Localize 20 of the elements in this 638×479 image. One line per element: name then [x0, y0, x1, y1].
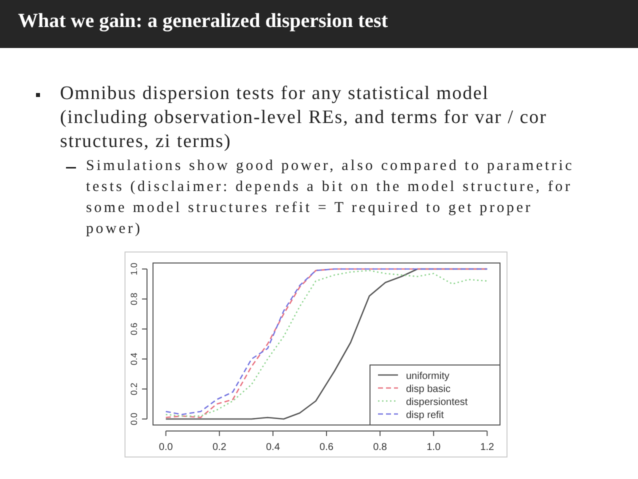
y-tick-label: 0.0 — [129, 412, 139, 426]
chart-title: What we gain: a generalized dispersion test — [18, 10, 388, 33]
x-tick-label: 1.0 — [426, 442, 441, 453]
x-tick-label: 0.6 — [320, 442, 334, 453]
x-tick-label: 0.4 — [266, 442, 280, 453]
x-tick-label: 1.2 — [480, 442, 495, 453]
legend-label: disp refit — [406, 410, 444, 421]
legend-label: disp basic — [406, 384, 450, 395]
y-tick-label: 0.8 — [129, 292, 139, 306]
text: Simulations show good power, also compared to parametric tests (disclaimer: depends a bit on the model structure, for some model structures refit = T required to get proper power) — [86, 157, 576, 239]
text: Omnibus dispersion tests for any statistical model (including observation-level REs, and terms for var / cor structures, zi terms) — [60, 82, 548, 154]
legend-label: uniformity — [406, 371, 450, 382]
y-tick-label: 1.0 — [129, 262, 139, 276]
x-tick-label: 0.2 — [212, 442, 227, 453]
y-tick-label: 0.4 — [129, 352, 139, 366]
y-tick-label: 0.2 — [129, 382, 139, 396]
y-tick-label: 0.6 — [129, 322, 139, 336]
x-tick-label: 0.8 — [373, 442, 388, 453]
x-tick-label: 0.0 — [158, 442, 174, 453]
legend-label: dispersiontest — [406, 397, 468, 408]
